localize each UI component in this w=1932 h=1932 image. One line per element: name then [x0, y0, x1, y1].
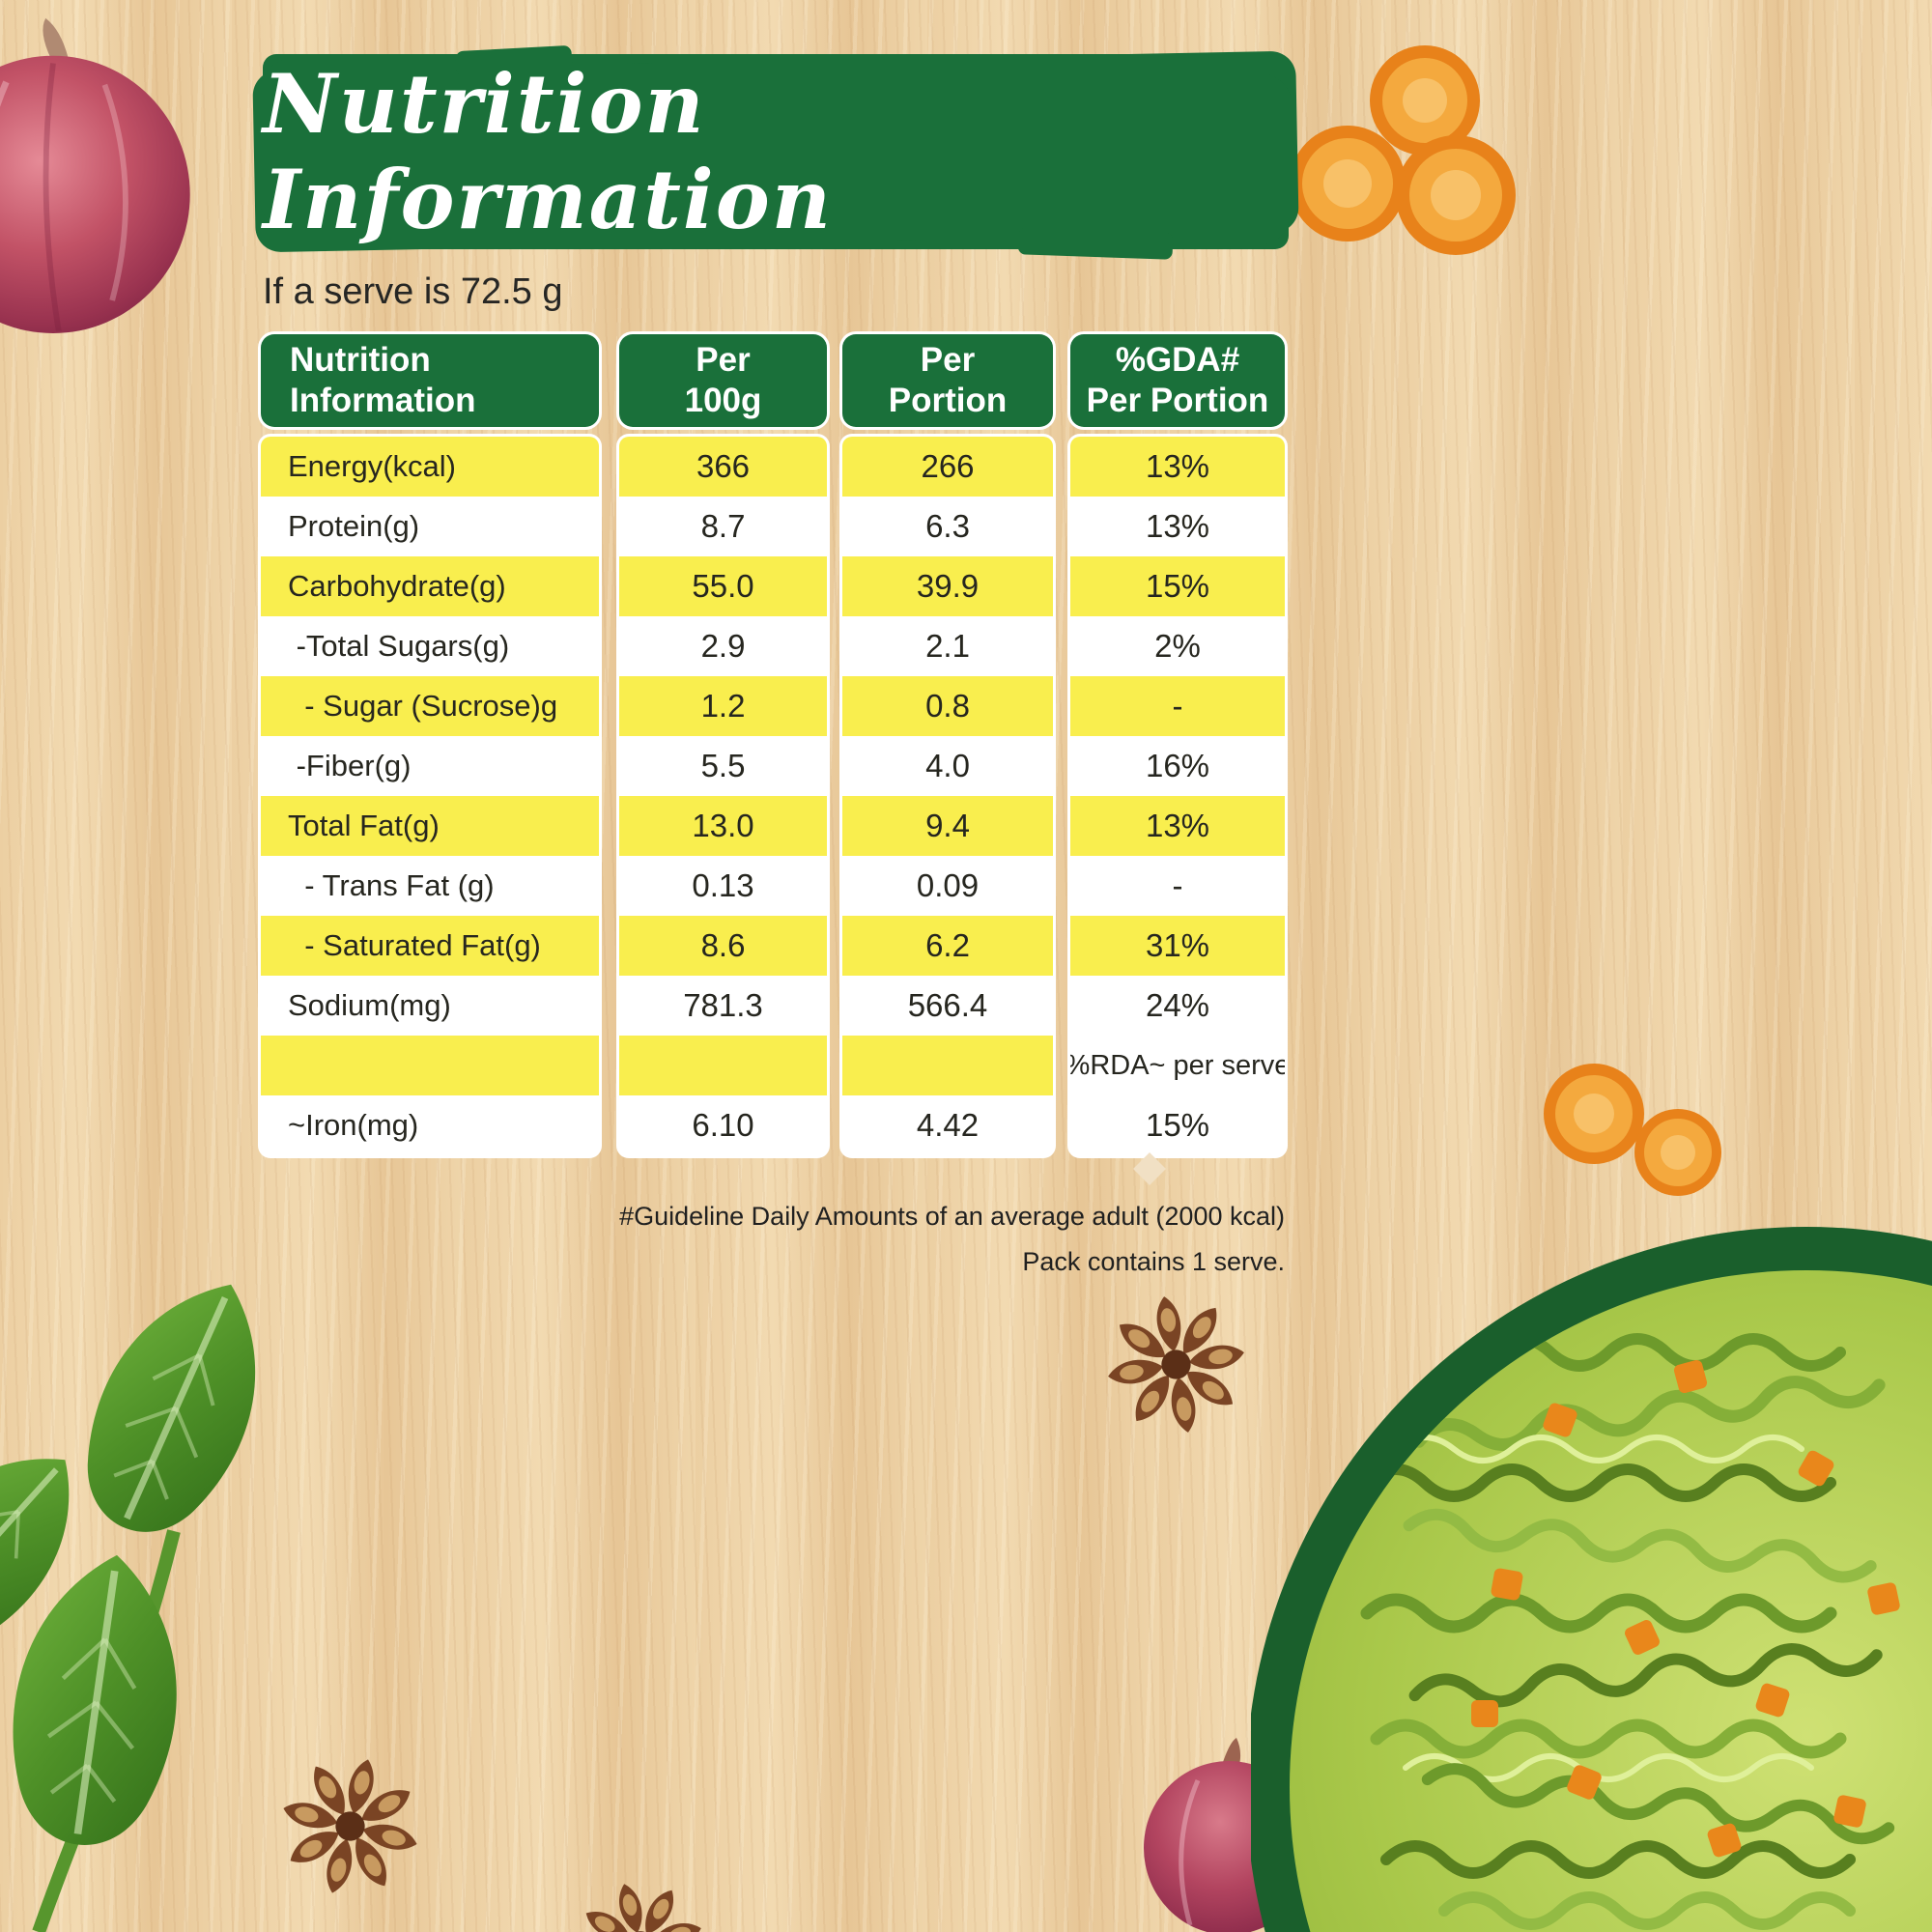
serve-size-note: If a serve is 72.5 g	[263, 271, 563, 312]
table-cell: 4.0	[925, 748, 970, 783]
table-cell: Sodium(mg)	[288, 988, 451, 1022]
table-cell: 24%	[1145, 987, 1210, 1023]
red-onion-image	[0, 17, 190, 333]
column-body: 366 8.7 55.0 2.9 1.2 5.5 13.0 0.13 8.6 7…	[619, 437, 827, 1155]
table-cell: 13.0	[619, 796, 827, 856]
column-header: %GDA# Per Portion	[1070, 334, 1285, 427]
table-cell-rda-note: %RDA~ per serve	[1070, 1049, 1285, 1081]
table-cell: -Fiber(g)	[288, 749, 412, 782]
table-cell: 8.6	[619, 916, 827, 976]
table-cell: 15%	[1145, 1107, 1210, 1143]
table-cell: 4.42	[916, 1107, 980, 1143]
table-cell: Energy(kcal)	[261, 437, 599, 497]
table-cell	[261, 1036, 599, 1095]
table-cell	[842, 1036, 1053, 1095]
table-cell: Total Fat(g)	[261, 796, 599, 856]
column-body: 13% 13% 15% 2% - 16% 13% - 31% 24% %RDA~…	[1070, 437, 1285, 1155]
nutrition-banner: Nutrition Information	[263, 44, 1289, 260]
star-anise-image	[1096, 1285, 1256, 1444]
column-header: Per Portion	[842, 334, 1053, 427]
table-cell: 39.9	[842, 556, 1053, 616]
table-cell	[619, 1036, 827, 1095]
table-cell: -	[1172, 867, 1183, 903]
table-cell: 266	[842, 437, 1053, 497]
table-cell: - Saturated Fat(g)	[261, 916, 599, 976]
header-line: 100g	[684, 382, 762, 419]
header-line: Per	[696, 341, 751, 379]
column-per-portion: Per Portion 266 6.3 39.9 2.1 0.8 4.0 9.4…	[842, 334, 1053, 1155]
column-body: Energy(kcal) Protein(g) Carbohydrate(g) …	[261, 437, 599, 1155]
table-cell: - Sugar (Sucrose)g	[261, 676, 599, 736]
column-body: 266 6.3 39.9 2.1 0.8 4.0 9.4 0.09 6.2 56…	[842, 437, 1053, 1155]
star-anise-image	[568, 1872, 713, 1932]
table-cell: 16%	[1145, 748, 1210, 783]
table-cell: 1.2	[619, 676, 827, 736]
header-line: %GDA#	[1115, 341, 1240, 379]
table-cell: 15%	[1070, 556, 1285, 616]
column-header: Per 100g	[619, 334, 827, 427]
spinach-leaves-image	[0, 1116, 362, 1932]
table-cell: 13%	[1070, 796, 1285, 856]
table-cell: 2.1	[925, 628, 970, 664]
footnote-gda: #Guideline Daily Amounts of an average a…	[619, 1202, 1285, 1231]
table-cell: Protein(g)	[288, 509, 420, 543]
banner-title: Nutrition Information	[263, 56, 833, 247]
table-cell: 366	[619, 437, 827, 497]
header-line: Portion	[888, 382, 1008, 419]
header-line: Nutrition	[290, 341, 431, 379]
table-cell: 2%	[1154, 628, 1201, 664]
header-line: Per Portion	[1086, 382, 1269, 419]
table-cell: 6.2	[842, 916, 1053, 976]
column-header: Nutrition Information	[261, 334, 599, 427]
header-line: Information	[290, 382, 476, 419]
table-cell: 31%	[1070, 916, 1285, 976]
table-cell: 0.8	[842, 676, 1053, 736]
diamond-accent	[1133, 1152, 1166, 1185]
table-cell: 5.5	[700, 748, 746, 783]
table-cell: 0.13	[692, 867, 754, 903]
table-cell: 0.09	[916, 867, 980, 903]
table-cell: -	[1070, 676, 1285, 736]
table-cell: 13%	[1145, 508, 1210, 544]
table-cell: - Trans Fat (g)	[288, 868, 495, 902]
table-cell: 566.4	[907, 987, 988, 1023]
carrot-slices-bottom-image	[1544, 1064, 1721, 1196]
star-anise-image	[270, 1747, 430, 1906]
table-cell: 13%	[1070, 437, 1285, 497]
column-per-100g: Per 100g 366 8.7 55.0 2.9 1.2 5.5 13.0 0…	[619, 334, 827, 1155]
table-cell: 55.0	[619, 556, 827, 616]
table-cell: Carbohydrate(g)	[261, 556, 599, 616]
carrot-slices-top-image	[1290, 45, 1516, 255]
column-gda: %GDA# Per Portion 13% 13% 15% 2% - 16% 1…	[1070, 334, 1285, 1155]
table-cell: 6.3	[925, 508, 970, 544]
vegetable-noodles-bowl-image	[1251, 1227, 1932, 1932]
table-cell: ~Iron(mg)	[288, 1108, 419, 1142]
table-cell: 6.10	[692, 1107, 754, 1143]
table-cell: 9.4	[842, 796, 1053, 856]
header-line: Per	[920, 341, 976, 379]
footnotes: #Guideline Daily Amounts of an average a…	[493, 1202, 1285, 1293]
column-nutrition-labels: Nutrition Information Energy(kcal) Prote…	[261, 334, 599, 1155]
table-cell: -Total Sugars(g)	[288, 629, 510, 663]
brush-stroke	[263, 54, 1289, 249]
table-cell: 8.7	[700, 508, 746, 544]
table-cell: 2.9	[700, 628, 746, 664]
table-cell: 781.3	[683, 987, 763, 1023]
footnote-serve: Pack contains 1 serve.	[1022, 1247, 1285, 1276]
